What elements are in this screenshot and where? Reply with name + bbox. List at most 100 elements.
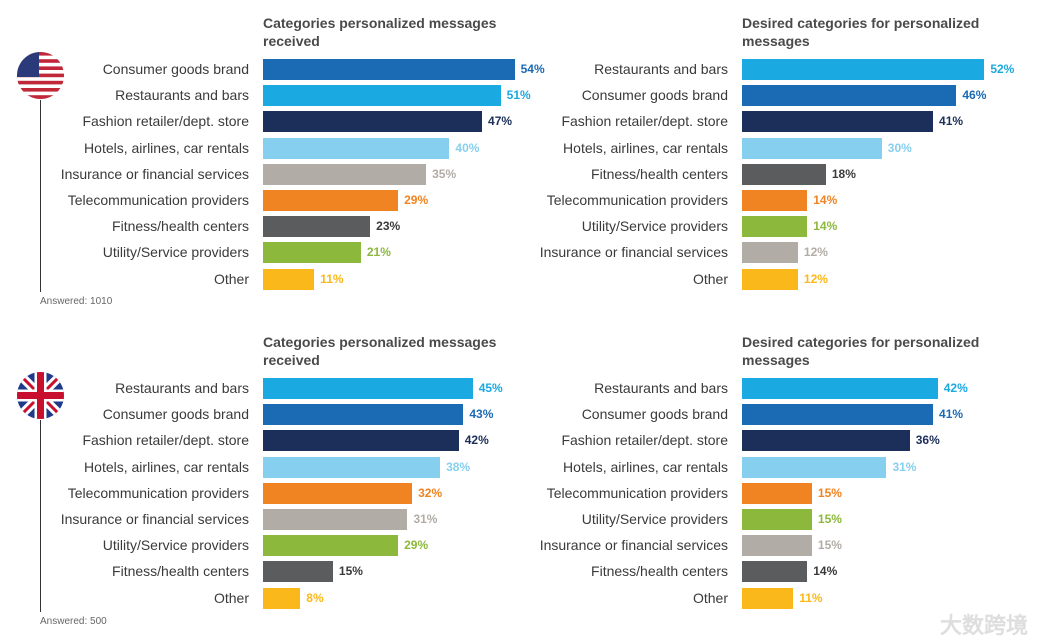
- bar: [742, 242, 798, 264]
- bar: [263, 509, 408, 530]
- category-label: Fashion retailer/dept. store: [561, 113, 728, 130]
- bar: [742, 190, 808, 211]
- category-label: Consumer goods brand: [102, 61, 249, 77]
- value-label: 51%: [506, 88, 531, 103]
- category-label: Consumer goods brand: [581, 87, 728, 104]
- value-label: 52%: [990, 62, 1015, 76]
- value-label: 41%: [939, 407, 964, 422]
- category-label: Insurance or financial services: [539, 244, 728, 261]
- category-label: Fitness/health centers: [591, 165, 728, 182]
- bar: [742, 111, 934, 133]
- chart-title: Categories personalized messages receive…: [263, 334, 497, 368]
- bar: [742, 535, 812, 557]
- bar: [263, 378, 473, 399]
- category-label: Telecommunication providers: [67, 192, 249, 208]
- bar: [263, 59, 515, 80]
- category-label: Fitness/health centers: [591, 563, 728, 580]
- value-label: 11%: [320, 271, 344, 286]
- value-label: 14%: [813, 219, 838, 234]
- category-label: Telecommunication providers: [546, 192, 728, 208]
- bar: [263, 535, 399, 557]
- chart-title: Desired categories for personalized mess…: [742, 334, 980, 368]
- value-label: 29%: [404, 193, 429, 207]
- category-label: Hotels, airlines, car rentals: [84, 139, 249, 156]
- category-label: Utility/Service providers: [581, 511, 728, 527]
- bar: [742, 404, 934, 426]
- us-flag-icon: [17, 52, 64, 99]
- category-label: Hotels, airlines, car rentals: [563, 458, 728, 475]
- value-label: 11%: [799, 590, 823, 605]
- bar: [742, 587, 794, 609]
- value-label: 46%: [962, 88, 987, 103]
- bar: [263, 85, 501, 107]
- bar: [742, 268, 798, 290]
- chart-title: Desired categories for personalized mess…: [742, 15, 980, 49]
- category-label: Other: [692, 589, 728, 606]
- category-label: Restaurants and bars: [115, 87, 249, 104]
- value-label: 15%: [817, 538, 842, 553]
- chart-title: Categories personalized messages receive…: [263, 15, 497, 49]
- bar: [742, 509, 812, 530]
- category-label: Insurance or financial services: [60, 511, 249, 527]
- value-label: 42%: [464, 433, 489, 448]
- value-label: 15%: [817, 512, 842, 526]
- bar: [742, 456, 887, 478]
- bar: [742, 137, 882, 159]
- value-label: 40%: [455, 140, 480, 155]
- category-label: Fashion retailer/dept. store: [82, 432, 249, 449]
- value-label: 31%: [413, 512, 438, 526]
- category-label: Insurance or financial services: [539, 537, 728, 554]
- category-label: Utility/Service providers: [581, 218, 728, 235]
- bar: [263, 163, 427, 185]
- category-label: Restaurants and bars: [115, 380, 249, 396]
- category-label: Telecommunication providers: [67, 484, 249, 501]
- value-label: 47%: [488, 114, 513, 129]
- value-label: 43%: [469, 407, 494, 422]
- value-label: 14%: [813, 193, 838, 207]
- bar: [263, 456, 441, 478]
- bar: [742, 163, 826, 185]
- bar: [263, 482, 413, 504]
- category-label: Telecommunication providers: [546, 484, 728, 501]
- category-label: Utility/Service providers: [102, 537, 249, 554]
- us-divider-line: [40, 100, 41, 292]
- value-label: 15%: [338, 564, 363, 579]
- value-label: 41%: [939, 114, 964, 129]
- uk-answered-note: Answered: 500: [40, 616, 107, 627]
- value-label: 12%: [803, 245, 828, 260]
- uk-divider-line: [40, 420, 41, 612]
- bar: [263, 561, 333, 583]
- category-label: Other: [213, 589, 249, 606]
- bar: [263, 137, 450, 159]
- category-label: Restaurants and bars: [594, 380, 728, 396]
- bar: [263, 268, 315, 290]
- bar: [742, 482, 812, 504]
- us-answered-note: Answered: 1010: [40, 296, 113, 307]
- bar: [263, 190, 399, 211]
- category-label: Other: [213, 270, 249, 287]
- value-label: 18%: [831, 166, 856, 181]
- value-label: 42%: [943, 381, 968, 395]
- value-label: 45%: [478, 381, 503, 395]
- category-label: Consumer goods brand: [581, 406, 728, 423]
- value-label: 32%: [418, 485, 443, 500]
- watermark: 大数跨境: [939, 613, 1028, 638]
- bar: [742, 561, 808, 583]
- category-label: Hotels, airlines, car rentals: [84, 458, 249, 475]
- bar: [263, 430, 459, 452]
- value-label: 8%: [306, 590, 324, 605]
- value-label: 21%: [366, 245, 391, 260]
- bar: [263, 404, 464, 426]
- category-label: Utility/Service providers: [102, 244, 249, 261]
- category-label: Other: [692, 270, 728, 287]
- value-label: 30%: [887, 140, 912, 155]
- bar: [742, 216, 808, 238]
- category-label: Fashion retailer/dept. store: [561, 432, 728, 449]
- value-label: 36%: [915, 433, 940, 448]
- bar: [742, 430, 910, 452]
- bar: [263, 111, 483, 133]
- category-label: Fitness/health centers: [112, 218, 249, 235]
- value-label: 29%: [404, 538, 429, 553]
- value-label: 31%: [892, 459, 917, 474]
- value-label: 23%: [376, 219, 401, 234]
